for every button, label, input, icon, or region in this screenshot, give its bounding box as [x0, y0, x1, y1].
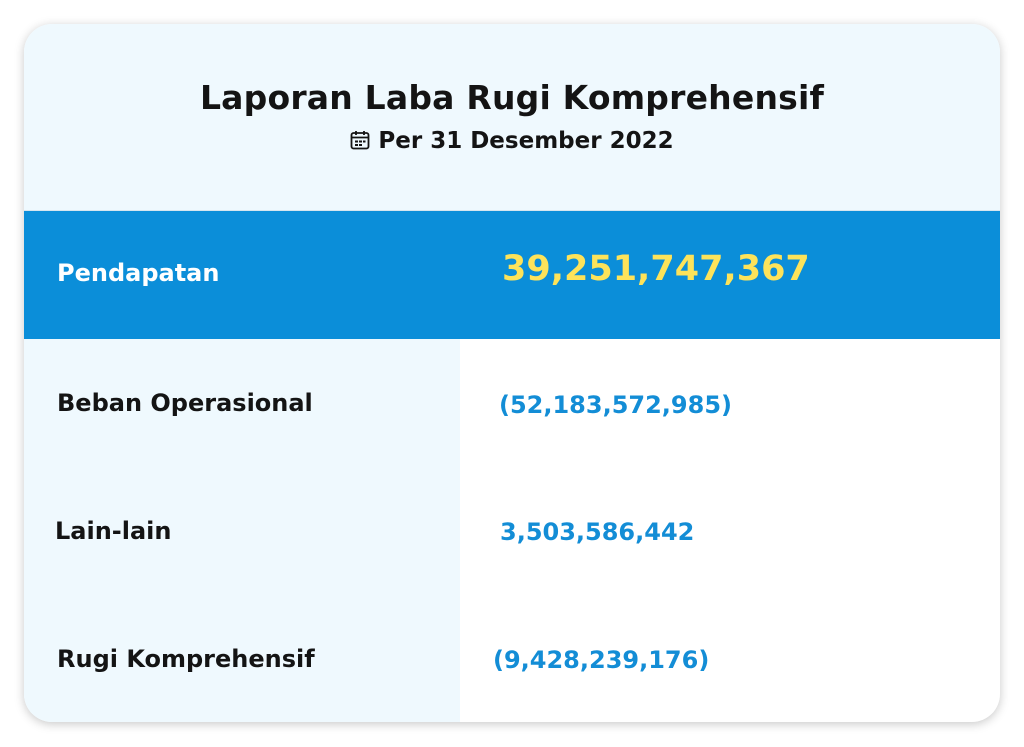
- report-title: Laporan Laba Rugi Komprehensif: [199, 78, 825, 117]
- row-value-lain-lain: 3,503,586,442: [500, 518, 695, 546]
- row-label-beban-operasional: Beban Operasional: [57, 389, 313, 417]
- revenue-band: Pendapatan 39,251,747,367: [24, 211, 1000, 339]
- row-value-beban-operasional: (52,183,572,985): [499, 391, 732, 419]
- report-header: Laporan Laba Rugi Komprehensif Per 31 De…: [24, 24, 1000, 211]
- calendar-icon: [350, 130, 370, 156]
- revenue-label: Pendapatan: [57, 259, 220, 287]
- report-date-line: Per 31 Desember 2022: [24, 128, 1000, 156]
- report-card: Laporan Laba Rugi Komprehensif Per 31 De…: [24, 24, 1000, 722]
- revenue-value: 39,251,747,367: [502, 249, 810, 289]
- row-label-rugi-komprehensif: Rugi Komprehensif: [57, 645, 315, 673]
- row-value-rugi-komprehensif: (9,428,239,176): [493, 646, 710, 674]
- label-column: [24, 339, 460, 722]
- row-label-lain-lain: Lain-lain: [55, 517, 172, 545]
- report-date: Per 31 Desember 2022: [378, 128, 674, 154]
